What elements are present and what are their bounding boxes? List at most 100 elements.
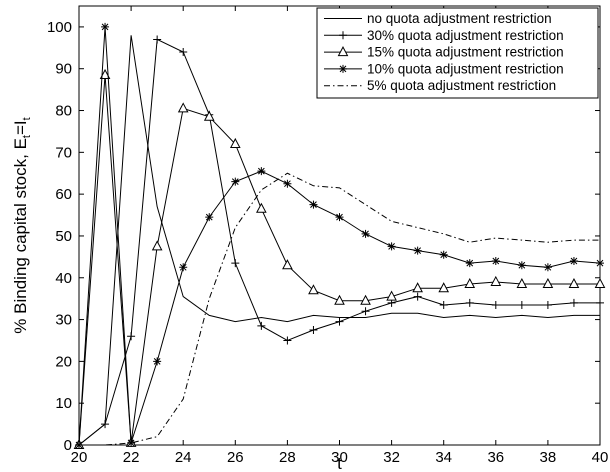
x-tick-label: 32 xyxy=(383,449,400,466)
series-3 xyxy=(73,68,606,449)
x-tick-label: 34 xyxy=(435,449,452,466)
data-point-triangle xyxy=(282,259,293,270)
x-tick-label: 20 xyxy=(71,449,88,466)
data-point-star xyxy=(596,259,604,268)
series-line xyxy=(78,74,600,446)
data-point-triangle xyxy=(229,137,241,148)
data-point-triangle xyxy=(490,275,502,286)
data-point-triangle xyxy=(412,282,423,293)
legend-item: 10% quota adjustment restriction xyxy=(324,61,564,76)
data-point-plus xyxy=(569,298,578,307)
y-axis-ticks: 0 10 20 30 40 50 60 70 80 90 100 xyxy=(47,19,600,454)
x-tick-label: 28 xyxy=(279,449,296,466)
legend-label: 10% quota adjustment restriction xyxy=(367,61,564,76)
data-point-triangle xyxy=(99,68,111,79)
y-axis-label-subscript-2: t xyxy=(21,117,33,120)
x-tick-label: 30 xyxy=(331,449,348,466)
data-point-star xyxy=(257,167,266,176)
data-point-triangle xyxy=(516,277,528,289)
data-point-triangle xyxy=(594,277,606,289)
y-tick-label: 40 xyxy=(55,270,72,287)
data-point-plus xyxy=(127,332,136,341)
data-point-triangle xyxy=(177,102,189,113)
data-point-star xyxy=(101,22,110,31)
legend-item: 30% quota adjustment restriction xyxy=(324,28,564,43)
legend: no quota adjustment restriction 30% quota… xyxy=(316,7,599,99)
y-axis-label-main: % Binding capital stock, E xyxy=(11,138,30,334)
y-tick-label: 50 xyxy=(55,228,72,245)
x-tick-label: 24 xyxy=(175,449,192,466)
y-tick-label: 0 xyxy=(64,437,72,454)
data-point-plus xyxy=(283,336,292,345)
data-point-plus xyxy=(101,420,110,429)
legend-label: 15% quota adjustment restriction xyxy=(367,45,564,60)
y-axis-label-subscript-1: t xyxy=(21,135,33,138)
data-point-plus xyxy=(543,300,552,309)
data-point-star xyxy=(153,357,162,366)
data-point-triangle xyxy=(568,277,580,289)
data-point-star xyxy=(439,250,448,259)
x-tick-label: 22 xyxy=(123,449,140,466)
data-point-plus xyxy=(413,292,422,301)
data-point-star xyxy=(231,177,240,186)
data-point-plus xyxy=(361,307,370,316)
y-tick-label: 20 xyxy=(55,353,72,370)
data-point-star xyxy=(413,246,422,255)
data-point-plus xyxy=(153,35,162,44)
series-5 xyxy=(79,172,600,446)
data-point-plus xyxy=(309,326,318,335)
data-point-star xyxy=(491,257,500,266)
data-point-star xyxy=(465,259,474,268)
legend-box xyxy=(316,7,599,99)
data-point-star xyxy=(543,263,552,272)
data-point-star xyxy=(309,200,318,209)
y-tick-label: 30 xyxy=(55,312,72,329)
x-axis-label: t xyxy=(337,454,342,472)
data-point-triangle xyxy=(256,202,267,213)
legend-label: no quota adjustment restriction xyxy=(367,11,552,26)
data-point-star xyxy=(335,213,344,222)
data-point-triangle xyxy=(334,294,345,305)
y-tick-label: 60 xyxy=(55,186,72,203)
data-point-triangle xyxy=(386,290,397,301)
legend-item: 5% quota adjustment restriction xyxy=(324,78,556,93)
legend-label: 30% quota adjustment restriction xyxy=(367,28,564,43)
data-point-plus xyxy=(179,47,188,56)
data-point-triangle xyxy=(438,282,450,293)
legend-item: no quota adjustment restriction xyxy=(324,11,552,26)
y-tick-label: 10 xyxy=(55,395,72,412)
x-tick-label: 40 xyxy=(592,449,609,466)
y-tick-label: 80 xyxy=(55,103,72,120)
data-point-star xyxy=(387,242,396,251)
x-tick-label: 38 xyxy=(540,449,557,466)
series-1 xyxy=(78,35,600,446)
data-point-star xyxy=(339,64,347,73)
data-point-plus xyxy=(517,300,526,309)
data-point-star xyxy=(569,257,578,266)
x-tick-label: 26 xyxy=(227,449,244,466)
data-point-plus xyxy=(465,298,474,307)
data-point-plus xyxy=(231,259,240,268)
y-axis-label-equals: =I xyxy=(11,120,30,135)
data-point-triangle xyxy=(151,240,163,251)
data-point-plus xyxy=(257,321,266,330)
y-tick-label: 100 xyxy=(47,19,72,36)
data-point-triangle xyxy=(203,110,215,121)
legend-label: 5% quota adjustment restriction xyxy=(367,78,556,93)
y-tick-label: 70 xyxy=(55,144,72,161)
data-point-plus xyxy=(339,31,347,40)
series-line xyxy=(78,35,600,446)
data-point-star xyxy=(361,229,370,238)
y-axis-label: % Binding capital stock, Et=It xyxy=(11,117,33,333)
data-point-triangle xyxy=(360,294,371,305)
data-point-triangle xyxy=(464,277,476,289)
data-point-star xyxy=(179,263,188,272)
data-point-triangle xyxy=(542,277,554,289)
data-point-plus xyxy=(335,317,344,326)
series-4 xyxy=(75,22,604,449)
data-point-plus xyxy=(491,300,500,309)
data-point-plus xyxy=(596,298,604,307)
data-point-star xyxy=(283,179,292,188)
x-tick-label: 36 xyxy=(487,449,504,466)
